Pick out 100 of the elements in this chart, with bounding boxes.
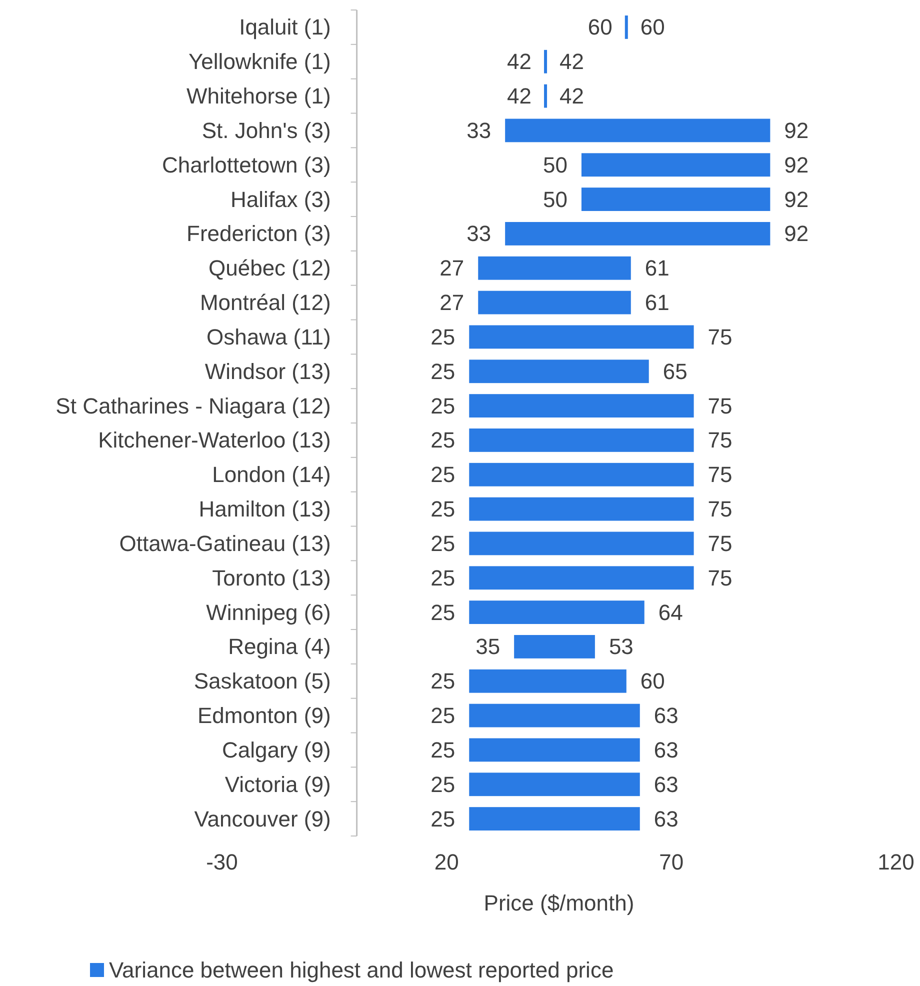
y-tick-label: Yellowknife (1) <box>188 49 331 74</box>
y-tick-label: Edmonton (9) <box>198 703 331 728</box>
x-tick-label: 120 <box>878 850 914 874</box>
bar <box>469 669 626 693</box>
y-tick-label: Oshawa (11) <box>206 324 331 350</box>
bar <box>469 532 694 556</box>
annotation: 25 <box>430 703 456 728</box>
annotation: 64 <box>658 600 683 625</box>
annotation: 75 <box>708 324 732 350</box>
y-tick-label: Vancouver (9) <box>194 806 331 832</box>
x-axis-title: Price ($/month) <box>484 890 634 916</box>
annotation: 63 <box>654 806 678 832</box>
annotation: 25 <box>430 358 456 384</box>
annotation: 27 <box>440 256 464 281</box>
bar <box>469 462 694 486</box>
annotation: 25 <box>430 496 456 522</box>
bar <box>581 188 770 211</box>
annotation: 75 <box>708 393 732 418</box>
annotation: 42 <box>560 84 584 109</box>
annotation: 63 <box>654 703 678 728</box>
bar <box>469 394 694 418</box>
annotation: 92 <box>784 186 809 212</box>
annotation: 25 <box>430 324 456 350</box>
y-tick-label: Toronto (13) <box>212 565 331 590</box>
annotation: 60 <box>640 668 665 694</box>
annotation: 25 <box>430 462 456 488</box>
y-tick-label: Ottawa-Gatineau (13) <box>119 530 331 556</box>
bar <box>505 222 770 246</box>
bar <box>544 84 548 108</box>
annotation: 25 <box>430 737 456 762</box>
annotation: 25 <box>430 428 456 453</box>
annotation: 53 <box>608 634 634 660</box>
bar <box>624 16 628 39</box>
bar <box>469 738 640 762</box>
bar <box>514 635 595 658</box>
y-tick-label: Kitchener-Waterloo (13) <box>98 428 331 453</box>
bar <box>469 360 649 384</box>
y-tick-label: Saskatoon (5) <box>194 668 331 694</box>
bar <box>544 50 548 74</box>
bar <box>478 290 631 314</box>
bar <box>469 772 640 796</box>
x-tick-label: -30 <box>206 850 238 874</box>
bar <box>469 704 640 728</box>
annotation: 92 <box>784 221 809 246</box>
annotation: 75 <box>708 428 732 453</box>
y-tick-label: Québec (12) <box>208 256 331 281</box>
annotation: 60 <box>640 14 665 40</box>
bar <box>469 428 694 452</box>
bar <box>469 807 640 830</box>
y-tick-label: Calgary (9) <box>222 737 331 762</box>
annotation: 75 <box>708 462 732 488</box>
y-tick-label: Montréal (12) <box>200 290 331 316</box>
legend-label: Variance between highest and lowest reported price <box>109 958 614 982</box>
annotation: 61 <box>644 290 670 316</box>
bar <box>469 325 694 349</box>
annotation: 25 <box>430 565 456 590</box>
annotation: 25 <box>430 668 456 694</box>
annotation: 92 <box>784 118 809 143</box>
y-tick-label: London (14) <box>212 462 331 488</box>
annotation: 61 <box>644 256 670 281</box>
y-tick-label: Fredericton (3) <box>186 221 331 246</box>
annotation: 63 <box>654 737 678 762</box>
annotation: 63 <box>654 772 678 797</box>
annotation: 42 <box>507 84 532 109</box>
annotation: 27 <box>440 290 464 316</box>
annotation: 25 <box>430 530 456 556</box>
bar <box>478 256 631 280</box>
annotation: 60 <box>588 14 612 40</box>
bar <box>469 497 694 521</box>
bar <box>581 153 770 177</box>
annotation: 35 <box>476 634 500 660</box>
y-tick-label: Winnipeg (6) <box>206 600 331 625</box>
bar <box>505 118 770 142</box>
bar <box>469 600 644 624</box>
y-tick-label: Whitehorse (1) <box>186 84 331 109</box>
annotation: 75 <box>708 530 732 556</box>
y-tick-label: Halifax (3) <box>230 186 331 212</box>
annotation: 25 <box>430 393 456 418</box>
y-tick-label: Hamilton (13) <box>198 496 331 522</box>
bar <box>469 566 694 590</box>
annotation: 65 <box>662 358 688 384</box>
annotation: 75 <box>708 565 732 590</box>
annotation: 33 <box>466 118 492 143</box>
y-tick-label: Victoria (9) <box>224 772 331 797</box>
annotation: 42 <box>507 49 532 74</box>
annotation: 25 <box>430 600 456 625</box>
y-tick-label: Iqaluit (1) <box>239 14 331 40</box>
annotation: 75 <box>708 496 732 522</box>
annotation: 50 <box>542 186 568 212</box>
y-tick-label: Windsor (13) <box>204 358 331 384</box>
x-tick-label: 70 <box>659 850 684 874</box>
annotation: 92 <box>784 152 809 178</box>
annotation: 33 <box>466 221 492 246</box>
annotation: 50 <box>542 152 568 178</box>
annotation: 25 <box>430 772 456 797</box>
y-tick-label: Regina (4) <box>228 634 331 660</box>
x-tick-label: 20 <box>434 850 459 874</box>
y-tick-label: St Catharines - Niagara (12) <box>56 393 331 418</box>
annotation: 42 <box>560 49 584 74</box>
annotation: 25 <box>430 806 456 832</box>
